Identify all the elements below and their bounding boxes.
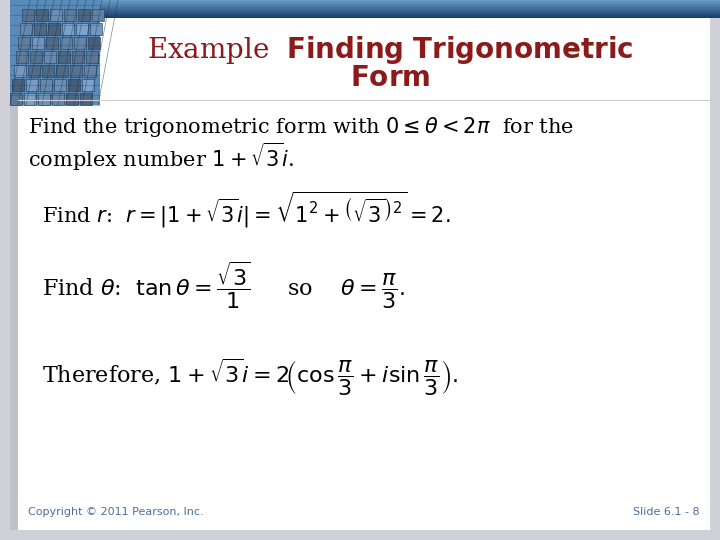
Bar	[32, 37, 44, 49]
Bar	[18, 10, 720, 11]
Bar	[18, 37, 30, 49]
Bar	[92, 9, 104, 21]
Bar	[18, 5, 720, 6]
Bar	[74, 37, 86, 49]
Text: $\mathbf{Form}$: $\mathbf{Form}$	[350, 64, 430, 91]
Bar	[18, 4, 720, 5]
Bar	[76, 23, 88, 35]
Bar	[38, 93, 50, 105]
Bar	[82, 79, 94, 91]
Bar	[42, 65, 54, 77]
Bar	[78, 9, 90, 21]
Text: Find $r$:  $r = |1+\sqrt{3}i| = \sqrt{1^2+\left(\sqrt{3}\right)^2} = 2.$: Find $r$: $r = |1+\sqrt{3}i| = \sqrt{1^2…	[42, 190, 451, 230]
Bar	[18, 0, 720, 1]
Bar	[16, 51, 28, 63]
Bar	[68, 79, 80, 91]
Bar	[44, 51, 56, 63]
Bar	[64, 9, 76, 21]
Bar	[18, 9, 720, 10]
Bar	[58, 51, 70, 63]
Text: Example  $\mathbf{Finding\ Trigonometric}$: Example $\mathbf{Finding\ Trigonometric}…	[147, 34, 633, 66]
Text: Therefore, $1+\sqrt{3}i = 2\!\left(\cos\dfrac{\pi}{3} + i\sin\dfrac{\pi}{3}\righ: Therefore, $1+\sqrt{3}i = 2\!\left(\cos\…	[42, 356, 459, 398]
Text: Find $\theta$:  $\tan\theta = \dfrac{\sqrt{3}}{1}$     so    $\theta = \dfrac{\p: Find $\theta$: $\tan\theta = \dfrac{\sqr…	[42, 259, 405, 310]
Bar	[88, 37, 100, 49]
Bar	[84, 65, 96, 77]
Bar	[70, 65, 82, 77]
Bar	[18, 14, 720, 15]
Bar	[80, 93, 92, 105]
Bar	[18, 17, 720, 18]
Text: complex number $1+\sqrt{3}i$.: complex number $1+\sqrt{3}i$.	[28, 141, 294, 173]
Bar	[10, 10, 18, 530]
Bar	[18, 2, 720, 3]
Text: Find the trigonometric form with $0 \leq \theta < 2\pi$  for the: Find the trigonometric form with $0 \leq…	[28, 115, 574, 139]
Bar	[24, 93, 36, 105]
Bar	[10, 0, 100, 105]
Bar	[36, 9, 48, 21]
Bar	[18, 8, 720, 9]
Bar	[18, 3, 720, 4]
Bar	[90, 23, 102, 35]
Bar	[26, 79, 38, 91]
Bar	[60, 37, 72, 49]
Bar	[66, 93, 78, 105]
Bar	[62, 23, 74, 35]
Bar	[50, 9, 62, 21]
Bar	[48, 23, 60, 35]
Bar	[14, 65, 26, 77]
Bar	[18, 6, 720, 7]
Bar	[28, 65, 40, 77]
Bar	[18, 16, 720, 17]
Text: Slide 6.1 - 8: Slide 6.1 - 8	[634, 507, 700, 517]
Bar	[34, 23, 46, 35]
Bar	[18, 15, 720, 16]
Bar	[72, 51, 84, 63]
Bar	[18, 11, 720, 12]
Bar	[86, 51, 98, 63]
Bar	[54, 79, 66, 91]
Bar	[18, 1, 720, 2]
Bar	[40, 79, 52, 91]
Bar	[46, 37, 58, 49]
Bar	[18, 7, 720, 8]
Bar	[18, 12, 720, 13]
Bar	[18, 13, 720, 14]
Bar	[30, 51, 42, 63]
Bar	[12, 79, 24, 91]
Bar	[22, 9, 34, 21]
Bar	[20, 23, 32, 35]
Bar	[56, 65, 68, 77]
Bar	[10, 93, 22, 105]
Bar	[52, 93, 64, 105]
Text: Copyright © 2011 Pearson, Inc.: Copyright © 2011 Pearson, Inc.	[28, 507, 204, 517]
